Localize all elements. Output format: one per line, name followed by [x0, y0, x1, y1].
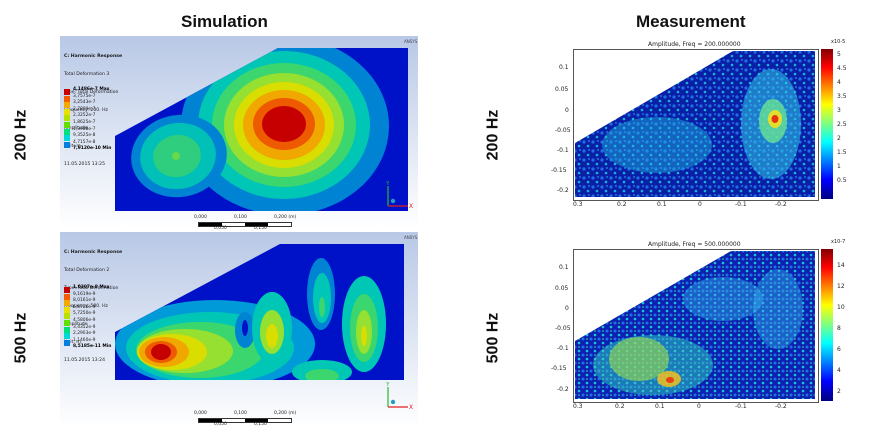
scale-label: 0,050: [214, 226, 227, 231]
row-label-500hz-left: 500 Hz: [12, 312, 30, 364]
legend-swatches-500hz: [64, 287, 70, 353]
measurement-title: Measurement: [636, 12, 746, 31]
svg-text:Y: Y: [385, 382, 390, 388]
axis-triad-icon: Y X: [385, 181, 413, 210]
scale-label: 0,100: [234, 215, 247, 220]
row-label-200hz-right: 200 Hz: [484, 109, 502, 161]
ansys-logo: ANSYS: [404, 235, 418, 240]
amplitude-map-500hz: [575, 251, 815, 399]
simulation-panel-500hz: C: Harmonic Response Total Deformation 2…: [60, 232, 418, 428]
scale-label: 0,000: [194, 215, 207, 220]
legend-values-500hz: 1,0307e-8 Max 9,1619e-9 8,0161e-9 6,8726…: [73, 285, 112, 350]
scale-bar-200hz: [198, 222, 292, 227]
measurement-title-200hz: Amplitude, Freq = 200.000000: [648, 41, 741, 48]
colorbar-500hz: [821, 249, 833, 401]
scale-label: 0,150: [254, 422, 267, 427]
measurement-title-500hz: Amplitude, Freq = 500.000000: [648, 241, 741, 248]
simulation-title: Simulation: [181, 12, 268, 31]
simulation-panel-200hz: C: Harmonic Response Total Deformation 3…: [60, 36, 418, 231]
colorbar-exponent: x10-7: [831, 239, 846, 245]
row-label-200hz-left: 200 Hz: [12, 109, 30, 161]
measurement-panel-200hz: Amplitude, Freq = 200.000000 0.1 0.05 0 …: [551, 39, 847, 208]
colorbar-200hz: [821, 49, 833, 199]
svg-text:X: X: [409, 203, 413, 210]
svg-text:X: X: [409, 404, 413, 411]
scale-bar-500hz: [198, 418, 292, 423]
scale-label: 0,200 (m): [274, 215, 297, 220]
axis-triad-icon: Y X: [385, 382, 413, 411]
legend-info-200hz: C: Harmonic Response Total Deformation 3…: [64, 54, 123, 167]
ansys-logo: ANSYS: [404, 39, 418, 44]
deformation-plot-200hz: [115, 48, 408, 211]
scale-label: 0,200 (m): [274, 411, 297, 416]
legend-swatches-200hz: [64, 89, 70, 155]
scale-label: 0,150: [254, 226, 267, 231]
legend-values-200hz: 4,1486e-7 Max 3,7575e-7 3,2543e-7 2,7899…: [73, 87, 112, 152]
colorbar-exponent: x10-5: [831, 39, 846, 45]
scale-label: 0,000: [194, 411, 207, 416]
svg-text:Y: Y: [385, 181, 390, 187]
scale-label: 0,050: [214, 422, 227, 427]
row-label-500hz-right: 500 Hz: [484, 312, 502, 364]
measurement-panel-500hz: Amplitude, Freq = 500.000000 0.1 0.05 0 …: [551, 239, 846, 410]
deformation-plot-500hz: [115, 244, 404, 380]
scale-label: 0,100: [234, 411, 247, 416]
amplitude-map-200hz: [575, 51, 815, 197]
